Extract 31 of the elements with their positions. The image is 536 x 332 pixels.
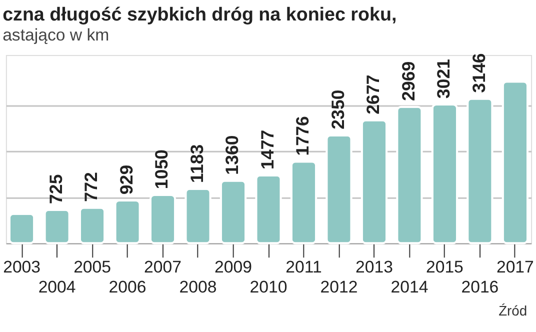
data-label: 1477 xyxy=(257,130,278,170)
x-tick-label: 2017 xyxy=(496,257,534,276)
data-label: 1050 xyxy=(152,149,172,190)
data-label: 1360 xyxy=(222,135,242,175)
data-label: 3021 xyxy=(434,58,454,99)
x-tick-label: 2016 xyxy=(461,277,499,296)
data-label: 2677 xyxy=(363,74,384,114)
data-label: 1776 xyxy=(292,116,313,156)
x-tick-label: 2012 xyxy=(320,277,358,296)
data-label: 1183 xyxy=(186,144,207,183)
data-label: 725 xyxy=(46,174,66,204)
x-tick-label: 2010 xyxy=(250,277,288,296)
data-label: 3146 xyxy=(468,53,489,93)
x-tick-label: 2005 xyxy=(74,257,112,276)
x-tick-label: 2011 xyxy=(286,257,322,276)
x-tick-label: 2009 xyxy=(214,257,252,276)
x-tick-label: 2015 xyxy=(426,257,464,276)
x-tick-label: 2004 xyxy=(38,277,76,296)
x-tick-label: 2006 xyxy=(108,277,146,296)
data-label: 2350 xyxy=(328,90,348,130)
chart-subtitle: astająco w km xyxy=(2,25,110,44)
x-tick-label: 2008 xyxy=(179,277,217,296)
data-label: 929 xyxy=(116,164,136,195)
data-label: 2969 xyxy=(398,61,418,101)
x-tick-label: 2014 xyxy=(390,277,428,296)
chart-title: czna długość szybkich dróg na koniec roku, xyxy=(2,3,397,24)
x-tick-label: 2003 xyxy=(3,257,41,276)
x-tick-label: 2013 xyxy=(356,257,393,276)
text: Źród xyxy=(498,302,528,319)
data-label: 772 xyxy=(81,172,102,202)
x-tick-label: 2007 xyxy=(144,257,182,276)
